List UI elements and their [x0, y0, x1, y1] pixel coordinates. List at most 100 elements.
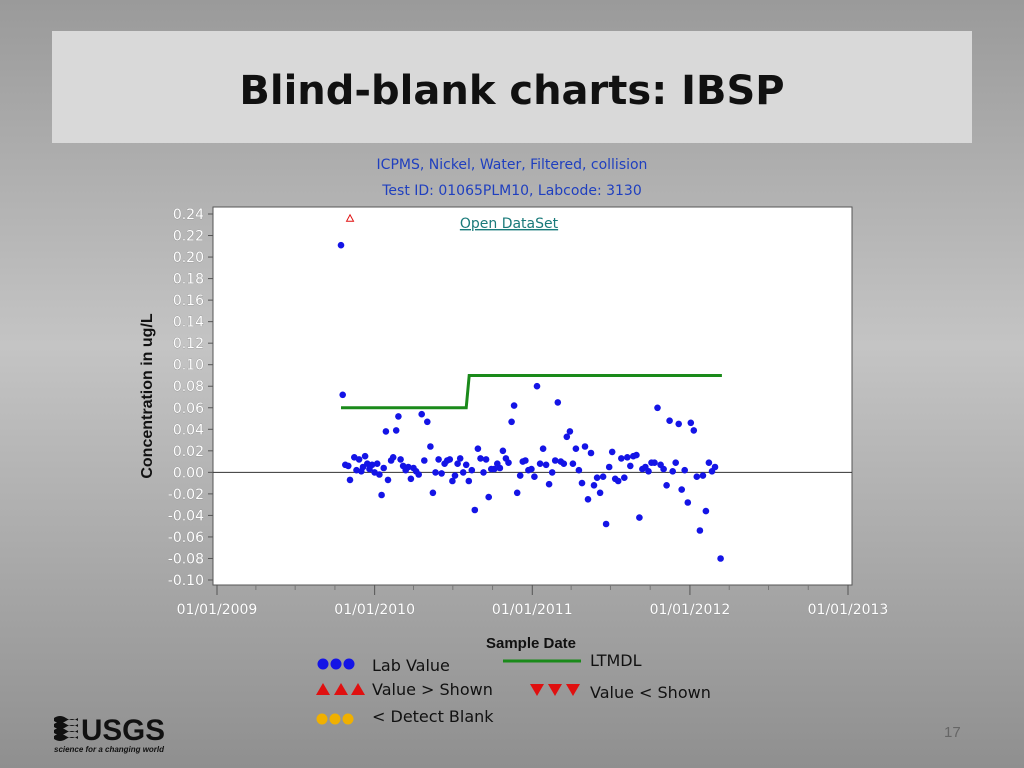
lab-value-point [560, 460, 568, 468]
lab-value-point [678, 486, 685, 493]
y-tick-label: 0.12 [173, 336, 204, 352]
lab-value-point [717, 555, 724, 562]
lab-value-point [499, 447, 507, 455]
ltmdl-line [341, 374, 722, 410]
y-tick-label: -0.02 [168, 487, 204, 503]
lab-value-point [669, 468, 676, 475]
y-tick-label: 0.18 [173, 272, 204, 288]
lab-value-point [554, 399, 562, 406]
lab-value-point [666, 417, 673, 425]
x-tick-label: 01/01/2012 [650, 602, 731, 618]
lab-value-point [407, 475, 415, 483]
x-tick-label: 01/01/2009 [177, 602, 258, 618]
lab-value-point [636, 514, 643, 521]
lab-value-point [480, 469, 487, 476]
y-tick-label: 0.02 [173, 444, 204, 460]
lab-value-point [382, 428, 390, 435]
legend-value-below-symbol [530, 684, 580, 696]
lab-value-point [454, 460, 461, 468]
y-tick-label: -0.10 [168, 573, 204, 589]
value-above-marker [345, 213, 355, 222]
lab-value-point [627, 462, 634, 470]
lab-value-point [542, 461, 550, 469]
y-tick-label: 0.16 [173, 293, 204, 309]
lab-value-point [345, 462, 352, 470]
chart-subtitle-line-2: Test ID: 01065PLM10, Labcode: 3130 [382, 183, 642, 199]
lab-value-point [380, 464, 388, 472]
lab-value-point [690, 427, 698, 434]
lab-value-point [392, 427, 400, 434]
lab-value-point [373, 460, 381, 468]
lab-value-point [587, 449, 595, 457]
lab-value-point [505, 459, 512, 467]
x-tick-label: 01/01/2010 [334, 602, 415, 618]
lab-value-point [459, 469, 467, 476]
lab-value-point [608, 448, 616, 456]
x-tick-label: 01/01/2011 [492, 602, 573, 618]
lab-value-point [531, 473, 538, 481]
y-tick-label: -0.08 [168, 551, 204, 567]
lab-value-point [378, 491, 385, 499]
legend-value-below-label: Value < Shown [590, 683, 711, 702]
lab-value-point [528, 465, 535, 473]
lab-value-point [432, 469, 439, 476]
lab-value-point [465, 477, 473, 485]
lab-value-point [699, 472, 707, 479]
lab-value-point [572, 445, 580, 453]
lab-value-point [471, 506, 479, 514]
lab-value-point [584, 496, 592, 503]
title-box: Blind-blank charts: IBSP [52, 31, 972, 143]
lab-value-point [510, 402, 518, 409]
legend-ltmdl-label: LTMDL [590, 651, 642, 670]
svg-text:USGS: USGS [81, 714, 165, 747]
lab-value-point [438, 470, 445, 477]
lab-value-point [513, 489, 521, 497]
lab-value-point [496, 464, 504, 472]
lab-value-point [596, 489, 604, 497]
lab-value-point [468, 466, 476, 474]
legend-detect-blank-symbol [316, 713, 354, 725]
lab-value-point [651, 459, 658, 467]
lab-value-point [593, 474, 601, 482]
lab-value-point [566, 428, 574, 435]
lab-value-point [384, 476, 392, 484]
lab-value-point [563, 433, 571, 441]
lab-value-point [575, 466, 583, 474]
lab-value-point [696, 527, 704, 534]
page-number: 17 [944, 724, 961, 741]
slide-title: Blind-blank charts: IBSP [239, 68, 785, 114]
svg-text:science for a changing world: science for a changing world [54, 745, 165, 754]
y-tick-label: 0.08 [173, 379, 204, 395]
lab-value-point [599, 473, 607, 481]
lab-value-point [624, 454, 631, 461]
lab-value-point [339, 391, 347, 399]
lab-value-point [418, 410, 426, 418]
legend-lab-value-symbol [317, 658, 355, 670]
legend-lab-value-label: Lab Value [372, 656, 450, 675]
y-tick-label: 0.14 [173, 315, 204, 331]
y-tick-label: -0.04 [168, 508, 204, 524]
lab-value-point [672, 459, 679, 467]
lab-value-point [675, 420, 682, 428]
lab-value-point [376, 471, 383, 478]
lab-value-point [516, 472, 524, 479]
y-tick-label: 0.24 [173, 207, 204, 223]
x-axis: 01/01/2009 01/01/2010 01/01/2011 01/01/2012… [176, 585, 889, 618]
lab-value-point [405, 463, 412, 471]
lab-value-point [446, 456, 454, 463]
lab-value-point [451, 472, 459, 479]
lab-value-point [424, 418, 431, 426]
lab-value-point [545, 480, 553, 488]
legend-value-above-symbol [316, 683, 365, 695]
lab-value-point [687, 419, 695, 427]
y-tick-label: 0.00 [173, 465, 204, 481]
lab-value-point [337, 241, 345, 249]
open-dataset-link[interactable]: Open DataSet [460, 216, 559, 232]
lab-value-point [633, 451, 640, 459]
lab-value-point [389, 454, 397, 461]
plot-area [212, 206, 853, 586]
lab-value-point [397, 456, 404, 463]
lab-value-point [590, 482, 598, 489]
lab-value-point [435, 456, 442, 463]
